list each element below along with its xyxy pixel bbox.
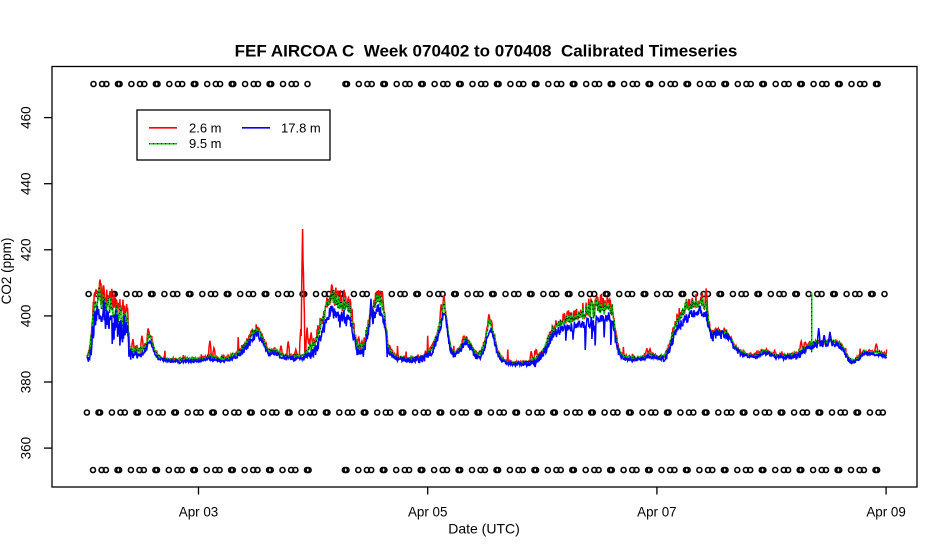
svg-text:2.6 m: 2.6 m <box>189 120 222 135</box>
svg-text:360: 360 <box>19 437 34 460</box>
svg-text:Apr 05: Apr 05 <box>408 505 447 520</box>
svg-text:380: 380 <box>19 371 34 394</box>
svg-text:420: 420 <box>19 239 34 262</box>
svg-text:17.8 m: 17.8 m <box>281 120 321 135</box>
svg-text:Apr 03: Apr 03 <box>179 505 218 520</box>
svg-text:Date (UTC): Date (UTC) <box>448 521 520 537</box>
svg-text:9.5 m: 9.5 m <box>189 136 222 151</box>
svg-text:400: 400 <box>19 305 34 328</box>
svg-text:CO2 (ppm): CO2 (ppm) <box>0 238 14 305</box>
svg-text:FEF AIRCOA C Week 070402 to 0: FEF AIRCOA C Week 070402 to 070408 Calib… <box>235 42 738 61</box>
svg-text:Apr 07: Apr 07 <box>637 505 676 520</box>
svg-text:460: 460 <box>19 106 34 129</box>
svg-text:Apr 09: Apr 09 <box>866 505 905 520</box>
svg-text:440: 440 <box>19 172 34 195</box>
